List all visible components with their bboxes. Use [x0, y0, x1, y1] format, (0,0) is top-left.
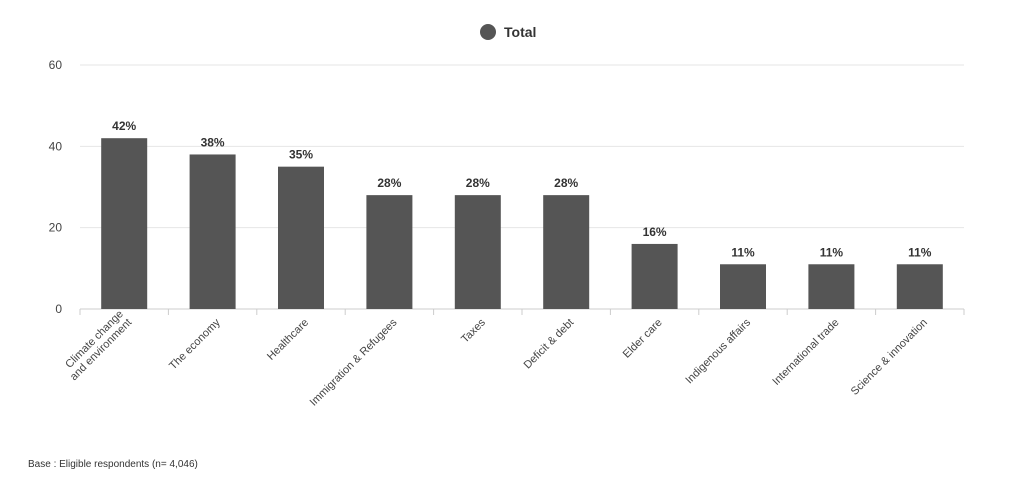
x-tick-label: Science & innovation	[849, 317, 930, 398]
bar	[101, 138, 148, 309]
x-tick-label-line: Indigenous affairs	[683, 316, 753, 386]
x-tick-label-line: The economy	[167, 316, 223, 372]
x-tick-label: Healthcare	[265, 317, 311, 363]
x-tick-label: Taxes	[459, 316, 488, 345]
y-tick-label: 60	[49, 58, 63, 72]
x-tick-label: Immigration & Refugees	[308, 316, 400, 408]
legend-label: Total	[504, 24, 537, 40]
data-label: 28%	[377, 176, 401, 190]
chart-footnote: Base : Eligible respondents (n= 4,046)	[28, 459, 198, 470]
bar	[720, 264, 766, 309]
x-tick-label: Deficit & debt	[522, 317, 577, 372]
x-tick-label: Elder care	[621, 317, 665, 361]
y-tick-label: 20	[49, 221, 63, 235]
data-label: 28%	[554, 176, 578, 190]
x-tick-label: International trade	[770, 317, 841, 388]
chart-legend: Total	[480, 24, 536, 40]
legend-swatch	[480, 24, 496, 40]
x-tick-label: Indigenous affairs	[683, 316, 753, 386]
x-tick-label-line: Deficit & debt	[522, 317, 577, 372]
bar	[189, 154, 236, 309]
x-tick-label: The economy	[167, 316, 223, 372]
bar	[631, 243, 678, 309]
x-tick-label-line: Science & innovation	[849, 317, 930, 398]
data-label: 28%	[466, 176, 490, 190]
x-tick-label-line: International trade	[770, 317, 841, 388]
x-tick-label-line: Taxes	[459, 316, 488, 345]
bar	[896, 264, 943, 309]
x-tick-label-line: Healthcare	[265, 317, 311, 363]
bar	[808, 264, 855, 309]
y-tick-label: 40	[49, 139, 63, 153]
data-label: 11%	[908, 245, 932, 259]
data-label: 35%	[289, 148, 313, 162]
bar	[278, 166, 324, 309]
data-label: 11%	[731, 245, 755, 259]
bar	[543, 195, 590, 309]
y-tick-label: 0	[55, 302, 62, 316]
x-tick-label-line: Immigration & Refugees	[308, 316, 400, 408]
bar	[454, 195, 501, 309]
data-label: 38%	[201, 135, 225, 149]
data-label: 16%	[643, 225, 667, 239]
x-tick-label-line: Elder care	[621, 317, 665, 361]
bar	[366, 195, 413, 309]
data-label: 11%	[820, 245, 844, 259]
data-label: 42%	[112, 119, 136, 133]
